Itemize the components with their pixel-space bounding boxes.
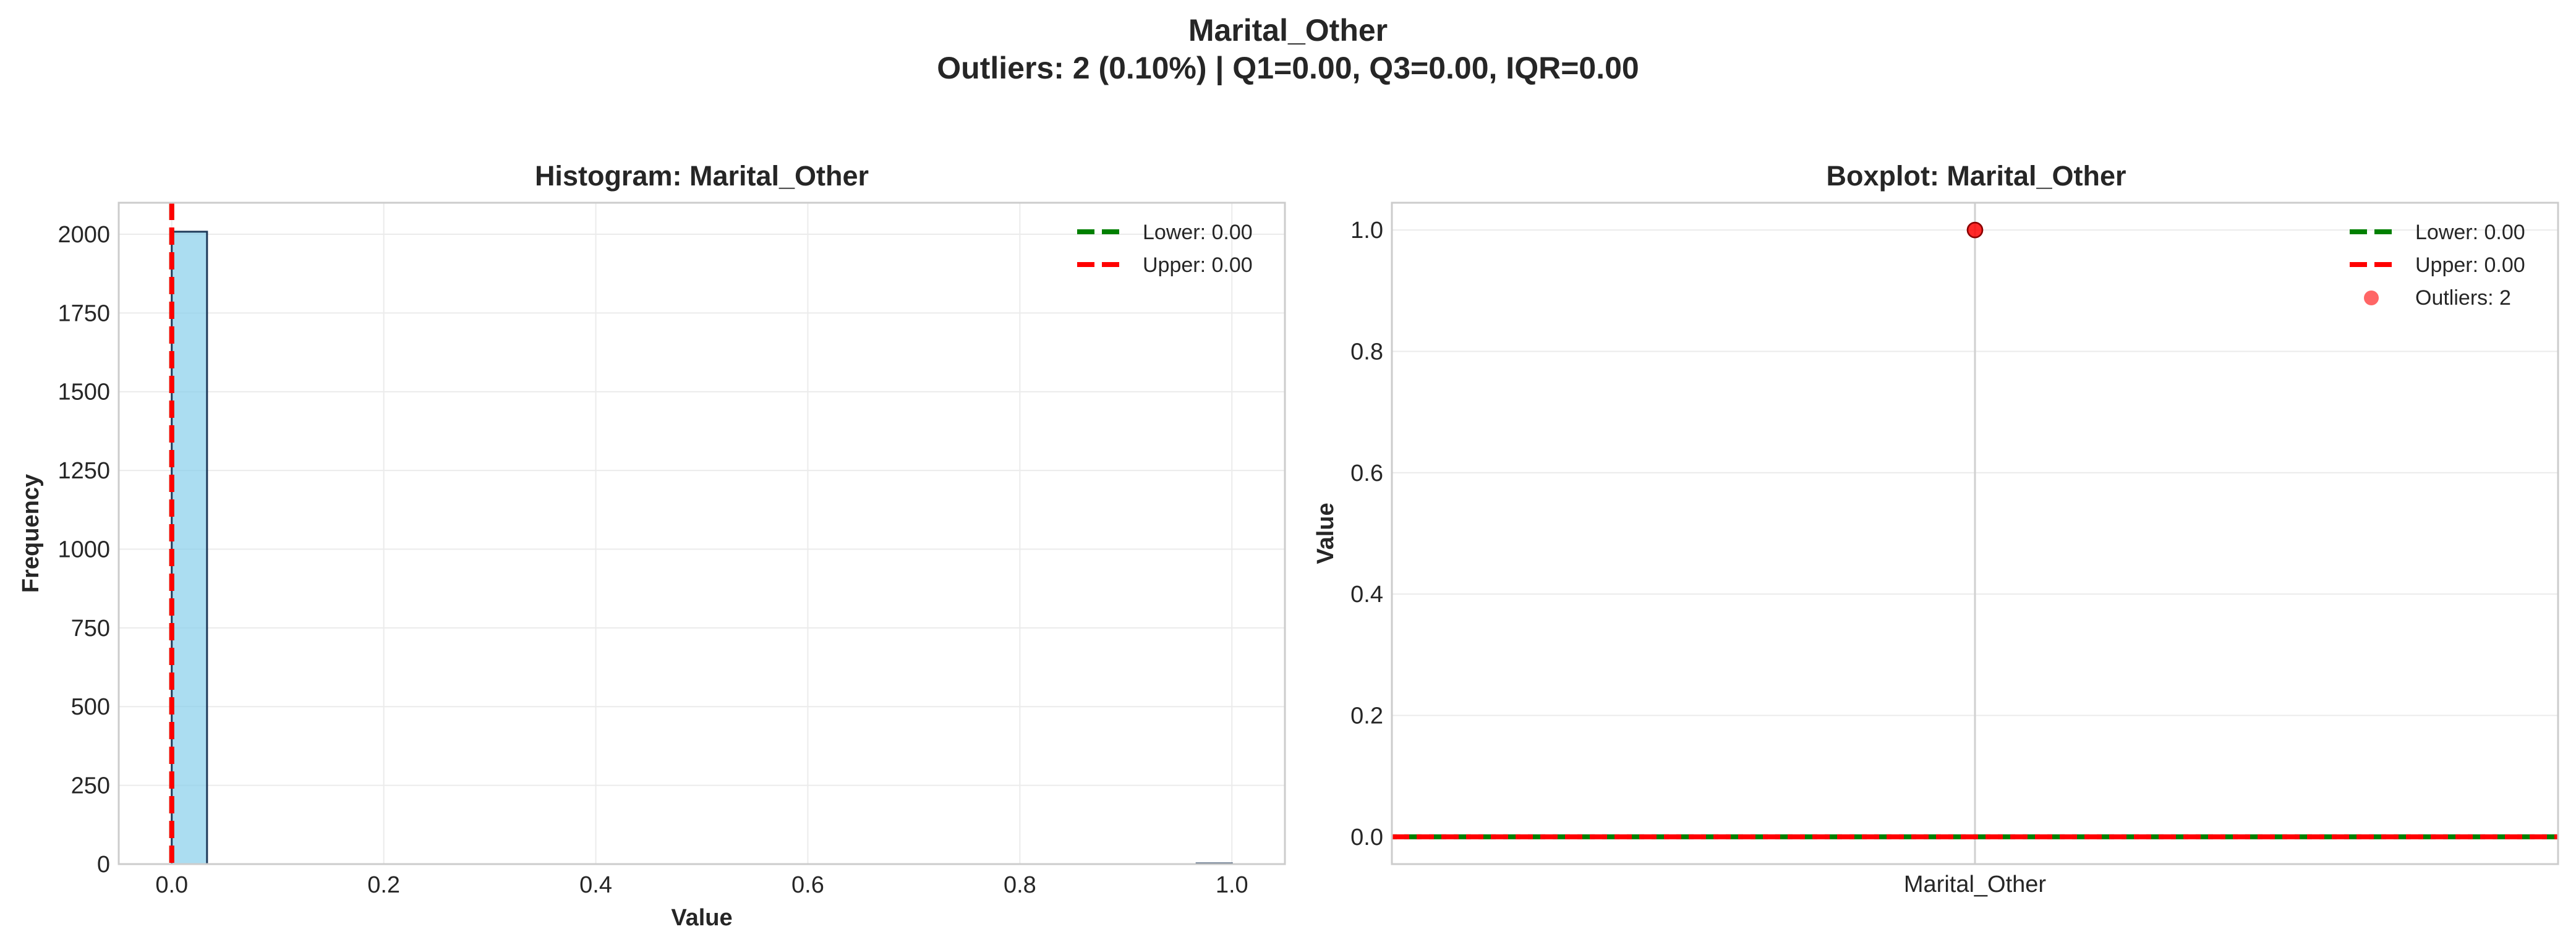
histogram-y-tick-label: 1250 <box>58 458 110 484</box>
histogram-y-tick-label: 250 <box>71 773 110 799</box>
legend-outlier-label: Outliers: 2 <box>2415 286 2511 310</box>
histogram-bar <box>171 231 208 865</box>
boxplot-category-label: Marital_Other <box>1904 872 2047 897</box>
histogram-x-tick-label: 0.8 <box>1004 872 1036 898</box>
boxplot-y-tick-label: 0.2 <box>1350 703 1383 729</box>
boxplot-y-tick-label: 0.6 <box>1350 460 1383 486</box>
histogram-plot-area <box>119 203 1285 864</box>
legend-upper-label: Upper: 0.00 <box>2415 253 2525 277</box>
histogram-y-axis-label: Frequency <box>18 474 44 593</box>
boxplot-title: Boxplot: Marital_Other <box>1826 160 2126 192</box>
boxplot-y-axis-label: Value <box>1313 503 1339 564</box>
histogram-y-tick-label: 750 <box>71 616 110 642</box>
histogram-panel: Histogram: Marital_Other 0.0 0.2 0.4 0.6 0.8… <box>18 160 1286 931</box>
histogram-title: Histogram: Marital_Other <box>535 160 869 192</box>
histogram-x-ticks: 0.0 0.2 0.4 0.6 0.8 1.0 <box>155 872 1248 898</box>
boxplot-y-tick-label: 0.8 <box>1350 339 1383 365</box>
legend-lower-label: Lower: 0.00 <box>2415 221 2525 244</box>
boxplot-y-tick-label: 0.0 <box>1350 825 1383 850</box>
histogram-y-tick-label: 1500 <box>58 380 110 405</box>
boxplot-outliers <box>1966 221 1984 239</box>
boxplot-panel: Boxplot: Marital_Other 0.0 0.2 0.4 0.6 0.8 1.… <box>1313 160 2559 897</box>
legend-outlier-marker <box>2364 291 2379 305</box>
histogram-y-tick-label: 500 <box>71 694 110 720</box>
legend-lower-label: Lower: 0.00 <box>1143 221 1253 244</box>
histogram-frame <box>117 201 1286 865</box>
histogram-x-tick-label: 0.6 <box>791 872 824 898</box>
boxplot-outlier-point <box>1966 221 1984 239</box>
boxplot-y-tick-label: 0.4 <box>1350 582 1383 608</box>
histogram-y-tick-label: 2000 <box>58 222 110 248</box>
boxplot-legend: Lower: 0.00 Upper: 0.00 Outliers: 2 <box>2350 221 2525 310</box>
histogram-x-axis-label: Value <box>671 905 732 931</box>
legend-upper-label: Upper: 0.00 <box>1143 253 1253 277</box>
boxplot-frame <box>1391 201 2559 865</box>
histogram-y-tick-label: 0 <box>97 852 110 878</box>
histogram-y-ticks: 0 250 500 750 1000 1250 1500 1750 2000 <box>58 222 110 878</box>
histogram-x-tick-label: 0.2 <box>367 872 400 898</box>
histogram-y-tick-label: 1000 <box>58 536 110 562</box>
histogram-y-tick-label: 1750 <box>58 300 110 326</box>
histogram-x-tick-label: 1.0 <box>1216 872 1248 898</box>
histogram-grid <box>119 203 1285 865</box>
boxplot-y-tick-label: 1.0 <box>1350 218 1383 244</box>
figure-title: Marital_Other <box>1188 13 1388 48</box>
histogram-legend: Lower: 0.00 Upper: 0.00 <box>1077 221 1253 277</box>
figure-subtitle: Outliers: 2 (0.10%) | Q1=0.00, Q3=0.00, … <box>937 51 1639 86</box>
histogram-x-tick-label: 0.0 <box>155 872 188 898</box>
histogram-x-tick-label: 0.4 <box>579 872 612 898</box>
boxplot-y-ticks: 0.0 0.2 0.4 0.6 0.8 1.0 <box>1350 218 1383 850</box>
